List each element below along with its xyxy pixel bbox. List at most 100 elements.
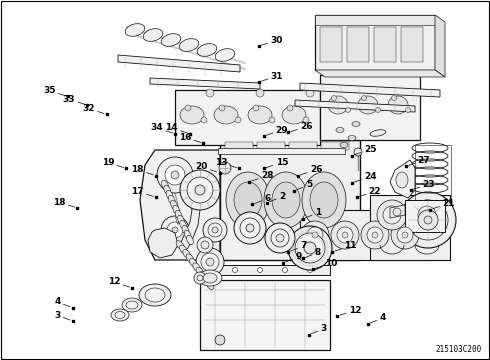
Text: 9: 9 — [286, 252, 301, 262]
Circle shape — [287, 105, 293, 111]
Circle shape — [235, 117, 241, 123]
Text: 34: 34 — [151, 123, 173, 133]
Text: 3: 3 — [311, 324, 327, 334]
Bar — [225, 142, 253, 150]
Circle shape — [167, 222, 183, 238]
Text: 31: 31 — [261, 72, 283, 81]
Ellipse shape — [173, 205, 180, 215]
Ellipse shape — [328, 96, 348, 114]
Circle shape — [418, 210, 438, 230]
Text: 22: 22 — [359, 187, 381, 197]
Bar — [200, 280, 330, 350]
Ellipse shape — [310, 182, 338, 218]
Polygon shape — [295, 100, 415, 112]
Ellipse shape — [354, 148, 362, 156]
Text: 25: 25 — [354, 145, 376, 155]
Bar — [401, 27, 423, 62]
Ellipse shape — [348, 135, 356, 140]
Bar — [315, 15, 435, 70]
Text: 10: 10 — [315, 259, 337, 269]
Circle shape — [165, 165, 185, 185]
Circle shape — [308, 267, 313, 273]
Bar — [415, 145, 451, 200]
Circle shape — [201, 117, 207, 123]
Ellipse shape — [248, 106, 272, 124]
Text: 16: 16 — [179, 133, 201, 143]
Ellipse shape — [139, 284, 171, 306]
Ellipse shape — [190, 258, 197, 267]
Text: 26: 26 — [300, 165, 322, 175]
Ellipse shape — [196, 267, 204, 276]
Circle shape — [312, 232, 318, 238]
Polygon shape — [315, 70, 445, 77]
Text: 8: 8 — [305, 248, 321, 257]
Text: 21: 21 — [433, 199, 455, 209]
Ellipse shape — [179, 39, 199, 51]
Circle shape — [232, 267, 238, 273]
Circle shape — [400, 192, 456, 248]
Polygon shape — [118, 55, 240, 72]
Bar — [347, 27, 369, 62]
Circle shape — [276, 234, 284, 242]
Text: 33: 33 — [63, 95, 85, 104]
Ellipse shape — [169, 195, 175, 205]
Text: 12: 12 — [108, 278, 130, 287]
Polygon shape — [140, 150, 220, 260]
Circle shape — [203, 218, 227, 242]
Text: 215103C200: 215103C200 — [436, 345, 482, 354]
Circle shape — [258, 267, 263, 273]
Ellipse shape — [388, 96, 408, 114]
Ellipse shape — [282, 106, 306, 124]
Bar — [321, 142, 349, 150]
Circle shape — [185, 105, 191, 111]
Circle shape — [361, 221, 389, 249]
Text: 19: 19 — [102, 158, 124, 168]
Bar — [374, 27, 396, 62]
Bar — [320, 27, 342, 62]
Circle shape — [418, 206, 436, 224]
Ellipse shape — [183, 249, 191, 258]
Ellipse shape — [125, 24, 145, 36]
Text: 24: 24 — [354, 172, 376, 182]
Bar — [320, 75, 420, 140]
Circle shape — [172, 227, 178, 233]
Ellipse shape — [370, 130, 386, 136]
Bar — [257, 142, 285, 150]
Ellipse shape — [187, 235, 194, 245]
Circle shape — [301, 221, 329, 249]
Ellipse shape — [203, 273, 217, 283]
Circle shape — [208, 223, 222, 237]
Circle shape — [201, 253, 219, 271]
Circle shape — [215, 335, 225, 345]
Circle shape — [345, 108, 350, 112]
Ellipse shape — [176, 240, 184, 249]
Text: 1: 1 — [305, 208, 321, 218]
Bar — [370, 195, 450, 260]
Polygon shape — [390, 205, 405, 218]
Ellipse shape — [198, 270, 222, 286]
Ellipse shape — [143, 29, 163, 41]
Ellipse shape — [340, 143, 348, 148]
Circle shape — [383, 206, 401, 224]
Circle shape — [331, 221, 359, 249]
Circle shape — [240, 218, 260, 238]
Ellipse shape — [234, 182, 262, 218]
Circle shape — [271, 229, 289, 247]
Ellipse shape — [214, 106, 238, 124]
Text: 5: 5 — [296, 180, 312, 190]
Circle shape — [424, 216, 432, 224]
Circle shape — [342, 232, 348, 238]
Text: 23: 23 — [413, 180, 435, 189]
Text: 29: 29 — [266, 126, 288, 135]
Text: 35: 35 — [43, 86, 65, 96]
Ellipse shape — [166, 190, 173, 200]
Circle shape — [187, 177, 213, 203]
Circle shape — [195, 185, 205, 195]
Circle shape — [367, 227, 383, 243]
Text: 3: 3 — [54, 311, 70, 320]
Circle shape — [201, 241, 209, 249]
Polygon shape — [435, 15, 445, 77]
Polygon shape — [300, 83, 440, 97]
Ellipse shape — [215, 49, 235, 61]
Circle shape — [207, 267, 213, 273]
